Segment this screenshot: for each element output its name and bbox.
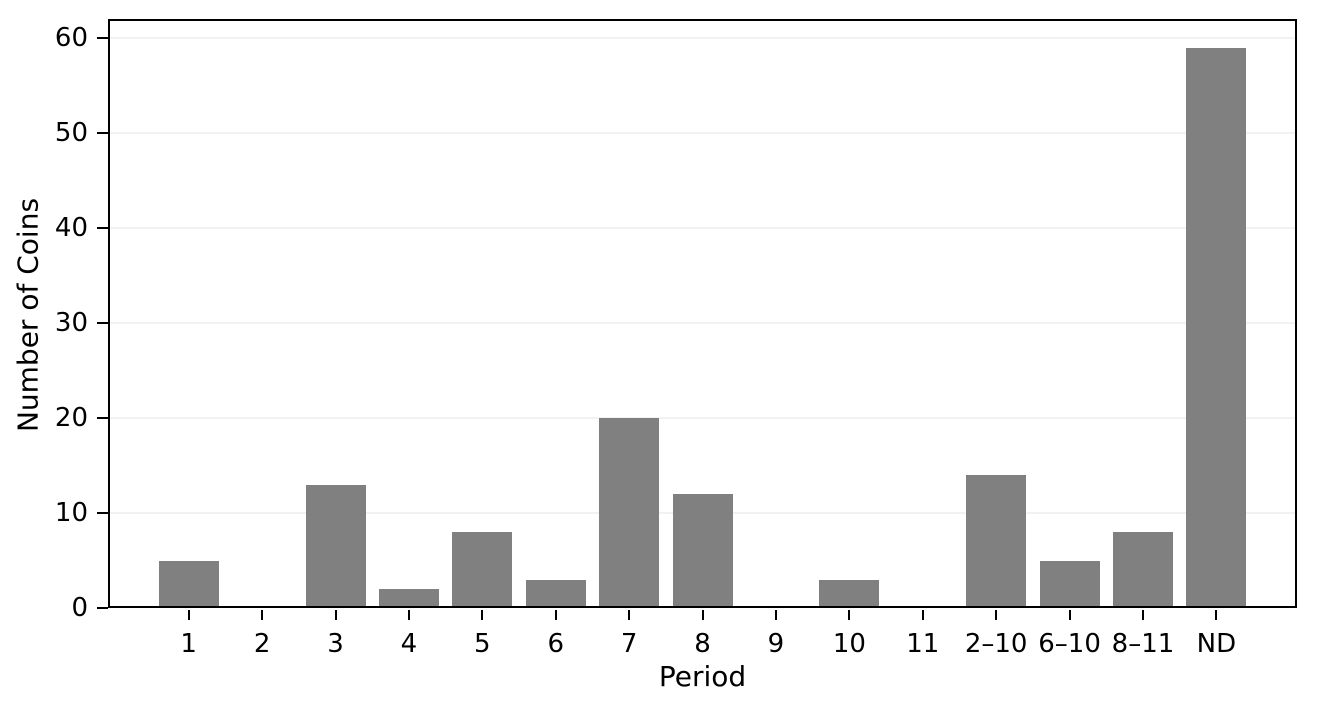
x-tick-mark-1 — [187, 610, 190, 620]
bar-slot-2: 2 — [225, 19, 298, 659]
x-tick-mark-6–10 — [1068, 610, 1071, 620]
x-tick-mark-8 — [701, 610, 704, 620]
x-axis-title: Period — [658, 660, 747, 693]
x-tick-label-6–10: 6–10 — [1038, 629, 1101, 659]
bar-slot-7: 7 — [592, 19, 665, 659]
bar-slot-10: 10 — [813, 19, 886, 659]
bar-slot-2–10: 2–10 — [959, 19, 1032, 659]
bar-4 — [378, 589, 439, 608]
x-tick-label-2–10: 2–10 — [964, 629, 1028, 659]
x-tick-label-8–11: 8–11 — [1111, 629, 1175, 659]
x-tick-mark-11 — [921, 610, 924, 620]
y-tick-mark-40 — [97, 227, 108, 229]
y-tick-label-50: 50 — [54, 118, 88, 148]
y-tick-label-40: 40 — [54, 213, 88, 243]
x-tick-label-6: 6 — [547, 629, 565, 659]
gridline-30 — [108, 322, 1297, 324]
bar-8–11 — [1112, 532, 1173, 608]
x-tick-label-1: 1 — [180, 629, 197, 659]
bar-slot-11: 11 — [886, 19, 959, 659]
x-tick-label-4: 4 — [400, 629, 418, 659]
bar-slot-9: 9 — [739, 19, 812, 659]
y-tick-mark-50 — [97, 132, 108, 134]
x-tick-mark-10 — [848, 610, 851, 620]
gridline-20 — [108, 417, 1297, 419]
x-tick-mark-ND — [1215, 610, 1218, 620]
bar-slot-6: 6 — [519, 19, 592, 659]
gridline-60 — [108, 37, 1297, 39]
bar-slot-1: 1 — [152, 19, 225, 659]
bar-slot-4: 4 — [372, 19, 445, 659]
x-tick-label-7: 7 — [620, 629, 638, 659]
bar-8 — [672, 494, 733, 608]
bar-2–10 — [966, 475, 1027, 608]
bar-ND — [1186, 47, 1247, 608]
bar-slot-8–11: 8–11 — [1106, 19, 1179, 659]
bars-layer: 1 2 3 4 5 6 7 8 9 10 11 2–10 6–10 8–11 ND — [108, 19, 1297, 659]
bar-10 — [819, 579, 880, 608]
bar-5 — [452, 532, 513, 608]
bar-1 — [158, 560, 219, 608]
x-tick-mark-2 — [261, 610, 264, 620]
y-tick-label-60: 60 — [54, 23, 88, 53]
x-tick-label-10: 10 — [832, 629, 866, 659]
y-tick-mark-20 — [97, 417, 108, 419]
x-tick-mark-8–11 — [1141, 610, 1144, 620]
y-tick-label-20: 20 — [54, 403, 88, 433]
y-tick-mark-60 — [97, 37, 108, 39]
x-tick-label-2: 2 — [253, 629, 271, 659]
x-tick-mark-2–10 — [995, 610, 998, 620]
y-tick-mark-30 — [97, 322, 108, 324]
bar-slot-ND: ND — [1180, 19, 1253, 659]
plot-area: 1 2 3 4 5 6 7 8 9 10 11 2–10 6–10 8–11 ND — [108, 19, 1297, 659]
x-tick-label-5: 5 — [474, 629, 491, 659]
y-axis-title: Number of Coins — [11, 197, 45, 433]
x-tick-label-11: 11 — [906, 629, 940, 659]
bar-slot-5: 5 — [446, 19, 519, 659]
x-tick-label-3: 3 — [327, 629, 344, 659]
bar-7 — [599, 418, 660, 608]
bar-3 — [305, 484, 366, 608]
x-tick-label-ND: ND — [1196, 629, 1237, 659]
y-tick-label-30: 30 — [54, 308, 88, 338]
y-tick-label-10: 10 — [54, 498, 88, 528]
x-tick-mark-7 — [628, 610, 631, 620]
y-tick-mark-10 — [97, 512, 108, 514]
bar-slot-3: 3 — [299, 19, 372, 659]
bar-6 — [525, 579, 586, 608]
y-tick-label-0: 0 — [71, 593, 88, 623]
gridline-50 — [108, 132, 1297, 134]
x-tick-mark-9 — [774, 610, 777, 620]
x-tick-mark-6 — [554, 610, 557, 620]
y-tick-mark-0 — [97, 607, 108, 609]
x-tick-mark-5 — [481, 610, 484, 620]
x-tick-mark-4 — [407, 610, 410, 620]
x-tick-label-9: 9 — [767, 629, 785, 659]
gridline-40 — [108, 227, 1297, 229]
x-tick-mark-3 — [334, 610, 337, 620]
bar-slot-6–10: 6–10 — [1033, 19, 1106, 659]
x-tick-label-8: 8 — [694, 629, 711, 659]
bar-slot-8: 8 — [666, 19, 739, 659]
bar-6–10 — [1039, 560, 1100, 608]
